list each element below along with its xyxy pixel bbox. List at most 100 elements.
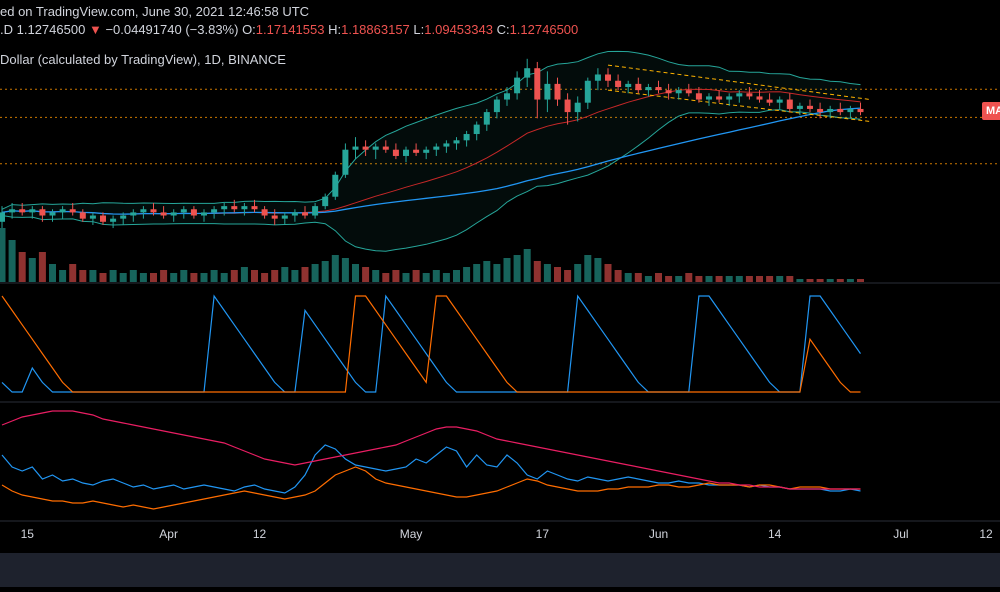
volume-bar [725, 276, 733, 282]
publish-info: ed on TradingView.com, June 30, 2021 12:… [0, 4, 309, 19]
volume-bar [230, 270, 238, 282]
volume-bar [261, 273, 269, 282]
x-tick-label: 12 [252, 527, 267, 541]
candle-body [584, 80, 591, 103]
volume-bar [554, 267, 561, 282]
volume-bar [483, 261, 491, 282]
volume-bar [564, 270, 572, 282]
candle-body [39, 209, 46, 216]
volume-bar [8, 240, 16, 282]
volume-bar [796, 279, 804, 282]
candle-body [857, 108, 864, 113]
candle-body [382, 146, 389, 150]
candle-body [251, 206, 258, 210]
series--di [1, 444, 861, 494]
candle-body [170, 212, 177, 216]
candle-body [655, 87, 662, 91]
candle-body [847, 108, 854, 113]
candle-body [665, 90, 672, 94]
candle-body [483, 112, 490, 125]
candle-body [453, 140, 460, 144]
candle-body [211, 209, 218, 213]
candle-body [231, 206, 238, 210]
candle-body [352, 146, 359, 150]
ohlc-line: .D 1.12746500 ▼ −0.04491740 (−3.83%) O:1… [0, 22, 578, 37]
volume-bar [38, 252, 46, 282]
candle-body [726, 96, 733, 100]
candle-body [716, 96, 723, 100]
close-label: C: [496, 22, 510, 37]
volume-bar [129, 270, 137, 282]
volume-bar [442, 273, 450, 282]
candle-body [281, 215, 288, 219]
volume-bar [200, 273, 208, 282]
candle-body [312, 206, 319, 216]
volume-bar [291, 270, 299, 282]
candle-body [675, 90, 682, 94]
volume-bar [766, 276, 774, 282]
volume-bar [372, 270, 380, 282]
volume-bar [685, 273, 693, 282]
open-value: 1.17141553 [255, 22, 325, 37]
volume-bar [735, 276, 743, 282]
low-value: 1.09453343 [424, 22, 493, 37]
volume-bar [109, 270, 117, 282]
volume-bar [826, 279, 834, 282]
candle-body [534, 68, 541, 100]
volume-bar [160, 270, 168, 282]
candle-body [605, 74, 611, 81]
volume-bar [331, 255, 339, 282]
volume-bar [79, 270, 87, 282]
volume-bar [857, 279, 864, 282]
candle-body [160, 212, 167, 216]
candle-body [827, 108, 834, 113]
candle-body [201, 212, 207, 216]
candle-body [776, 99, 783, 103]
volume-bar [28, 258, 36, 282]
volume-bar [574, 264, 582, 282]
volume-bar [614, 270, 622, 282]
volume-bar [584, 255, 592, 282]
candle-body [493, 99, 500, 113]
candle-body [110, 218, 117, 222]
volume-bar [523, 249, 531, 282]
volume-bar [119, 273, 127, 282]
volume-bar [89, 270, 97, 282]
volume-bar [170, 273, 178, 282]
chart-title: Dollar (calculated by TradingView), 1D, … [0, 52, 286, 67]
volume-bar [392, 270, 400, 282]
candle-body [130, 212, 137, 216]
volume-bar [756, 276, 763, 282]
candle-body [756, 96, 763, 100]
high-label: H: [328, 22, 342, 37]
last-price: 1.12746500 [16, 22, 86, 37]
volume-bar [382, 273, 390, 282]
candle-body [443, 143, 450, 147]
volume-bar [675, 276, 683, 282]
candle-body [100, 215, 106, 222]
candle-body [574, 102, 581, 113]
volume-bar [251, 270, 258, 282]
volume-bar [362, 267, 370, 282]
volume-bar [341, 258, 349, 282]
candle-body [0, 212, 5, 222]
candle-body [261, 209, 268, 216]
candle-body [19, 209, 26, 213]
ma-slow-line [1, 107, 861, 215]
bottom-toolbar [0, 553, 1000, 587]
volume-bar [665, 276, 673, 282]
volume-bar [321, 261, 329, 282]
volume-bar [533, 261, 541, 282]
volume-bar [49, 264, 56, 282]
volume-bar [69, 264, 77, 282]
volume-bar [220, 273, 228, 282]
x-tick-label: May [399, 527, 423, 541]
series-aroon-down [1, 295, 861, 393]
candle-body [473, 124, 480, 135]
candle-body [504, 93, 510, 100]
candle-body [392, 149, 399, 156]
price-change: −0.04491740 (−3.83%) [105, 22, 239, 37]
candle-body [615, 80, 622, 88]
